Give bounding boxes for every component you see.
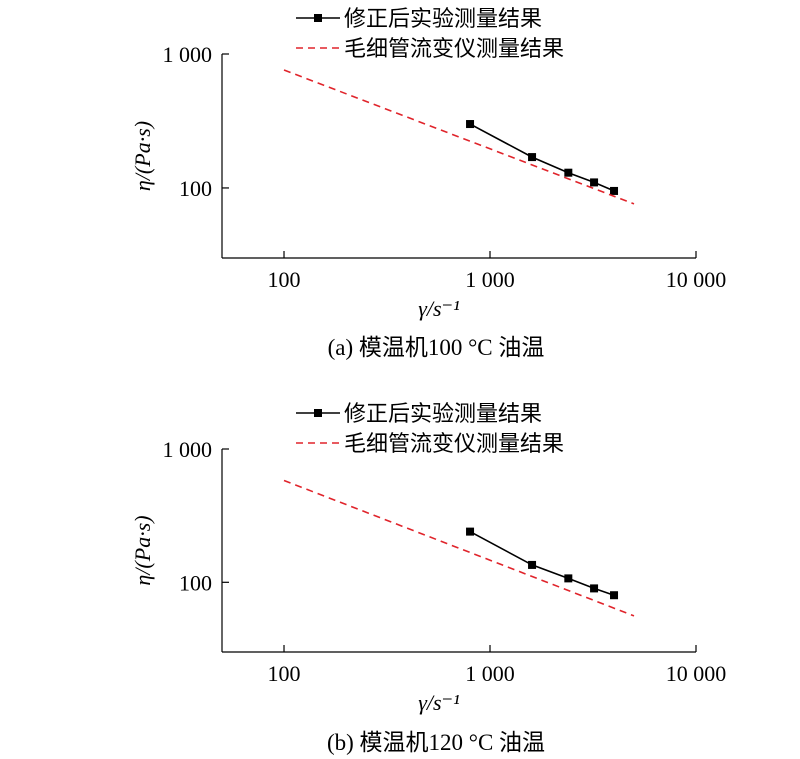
x-tick-label: 100: [268, 267, 301, 292]
x-tick-label: 10 000: [666, 267, 727, 292]
y-tick-label: 100: [179, 176, 212, 201]
legend-label: 修正后实验测量结果: [344, 6, 542, 31]
data-point-marker: [590, 178, 599, 187]
x-axis-title: γ/s⁻¹: [418, 296, 460, 321]
y-tick-label: 1 000: [163, 437, 213, 462]
data-point-marker: [528, 153, 537, 162]
y-tick-label: 100: [179, 570, 212, 595]
legend-label: 毛细管流变仪测量结果: [344, 431, 564, 456]
data-point-marker: [564, 168, 573, 177]
y-axis-title: η/(Pa·s): [130, 515, 155, 585]
legend-label: 毛细管流变仪测量结果: [344, 36, 564, 61]
data-point-marker: [564, 574, 573, 583]
x-axis-title: γ/s⁻¹: [418, 690, 460, 715]
panel-caption: (b) 模温机120 °C 油温: [327, 730, 545, 755]
x-tick-label: 1 000: [465, 267, 515, 292]
legend-label: 修正后实验测量结果: [344, 401, 542, 426]
data-point-marker: [466, 527, 475, 536]
x-tick-label: 100: [268, 661, 301, 686]
x-tick-label: 10 000: [666, 661, 727, 686]
series-capillary-line: [283, 479, 635, 617]
series-capillary-line: [283, 69, 635, 205]
legend-swatch-marker: [314, 409, 322, 417]
legend-swatch-marker: [314, 14, 322, 22]
data-point-marker: [590, 584, 599, 593]
y-tick-label: 1 000: [163, 42, 213, 67]
chart-panel-b: 100 1 000 100 1 000 10 000 γ/s⁻¹ η/(Pa·s) 修正后实验…: [130, 401, 726, 755]
chart-panel-a: 100 1 000 100 1 000 10 000 γ/s⁻¹ η/(Pa·s) 修正后实验…: [130, 6, 726, 360]
panel-caption: (a) 模温机100 °C 油温: [328, 335, 545, 360]
data-point-marker: [610, 591, 619, 600]
y-axis-title: η/(Pa·s): [130, 121, 155, 191]
data-point-marker: [466, 120, 475, 129]
data-point-marker: [528, 560, 537, 569]
data-point-marker: [610, 186, 619, 195]
x-tick-label: 1 000: [465, 661, 515, 686]
